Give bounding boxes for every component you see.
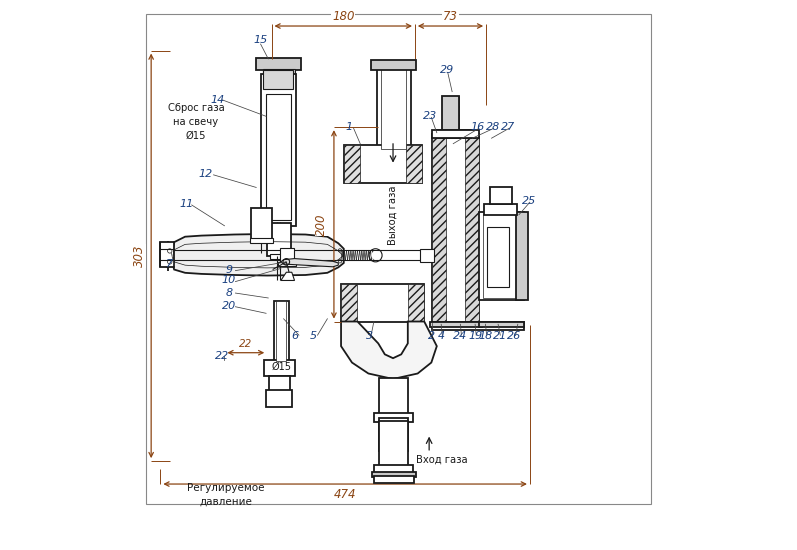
Text: 16: 16 [471, 122, 485, 132]
Bar [371, 60, 416, 70]
Text: 1: 1 [346, 122, 353, 132]
Bar [381, 64, 406, 149]
Text: 29: 29 [439, 65, 453, 75]
Polygon shape [173, 234, 344, 276]
Text: 180: 180 [332, 10, 355, 23]
Text: 5: 5 [310, 331, 317, 342]
Bar [487, 227, 509, 287]
Text: 6: 6 [291, 331, 298, 342]
Text: 19: 19 [469, 331, 483, 342]
Text: 14: 14 [210, 95, 225, 105]
Text: 11: 11 [179, 199, 194, 209]
Bar [344, 145, 422, 183]
Bar [420, 249, 434, 262]
Text: 23: 23 [423, 111, 438, 122]
Bar [146, 14, 651, 504]
Bar [270, 254, 287, 258]
Text: 26: 26 [508, 331, 521, 342]
Bar [266, 390, 292, 408]
Text: 8: 8 [226, 288, 233, 298]
Text: Ø15: Ø15 [272, 361, 292, 371]
Bar [375, 476, 414, 483]
Bar [375, 465, 413, 473]
Text: 27: 27 [501, 122, 515, 132]
Bar [433, 134, 479, 324]
Bar [479, 322, 524, 327]
Bar [160, 241, 174, 267]
Text: 303: 303 [132, 245, 146, 267]
Bar [372, 472, 416, 477]
Text: 18: 18 [479, 331, 493, 342]
Text: Выход газа: Выход газа [388, 185, 398, 245]
Bar [266, 95, 291, 221]
Text: 9: 9 [226, 265, 233, 274]
Bar [430, 322, 481, 327]
Bar [341, 284, 424, 322]
Text: 22: 22 [239, 339, 253, 349]
Bar [516, 212, 528, 300]
Text: 24: 24 [453, 331, 468, 342]
Bar [487, 227, 493, 287]
Bar [502, 227, 509, 287]
Text: 200: 200 [316, 213, 328, 235]
Bar [256, 58, 301, 70]
Bar [379, 419, 408, 451]
Bar [433, 322, 524, 329]
Text: 73: 73 [443, 10, 458, 23]
Bar [433, 130, 479, 138]
Bar [261, 74, 296, 225]
Bar [442, 96, 459, 134]
Bar [437, 130, 475, 138]
Bar [485, 204, 517, 215]
Bar [344, 145, 360, 183]
Bar [483, 214, 520, 298]
Bar [249, 238, 273, 243]
Bar [490, 188, 512, 204]
Text: 10: 10 [222, 276, 236, 285]
Text: 2: 2 [428, 331, 435, 342]
Bar [433, 134, 446, 324]
Bar [265, 360, 295, 376]
Bar [278, 262, 296, 266]
Text: 22: 22 [215, 351, 230, 361]
Text: Регулируемое
давление: Регулируемое давление [187, 483, 265, 507]
Bar [263, 69, 295, 74]
Text: 3: 3 [367, 331, 374, 342]
Circle shape [372, 252, 379, 258]
Bar [281, 248, 294, 263]
Bar [263, 70, 293, 89]
Text: 7: 7 [167, 259, 173, 269]
Bar [341, 284, 358, 322]
Text: 20: 20 [222, 301, 236, 311]
Text: 25: 25 [521, 196, 536, 206]
Bar [379, 378, 408, 416]
Bar [251, 208, 272, 239]
Bar [377, 64, 410, 149]
Bar [408, 284, 424, 322]
Text: Сброс газа
на свечу
Ø15: Сброс газа на свечу Ø15 [167, 103, 225, 141]
Text: 21: 21 [493, 331, 507, 342]
Polygon shape [341, 322, 437, 379]
Text: 28: 28 [485, 122, 500, 132]
Bar [406, 145, 422, 183]
Polygon shape [281, 258, 338, 267]
Bar [442, 96, 459, 134]
Text: 15: 15 [253, 35, 268, 45]
Text: 474: 474 [334, 488, 356, 502]
Text: 4: 4 [438, 331, 445, 342]
Bar [479, 212, 524, 300]
Bar [374, 414, 414, 422]
Bar [274, 301, 289, 361]
Bar [379, 421, 408, 468]
Bar [267, 223, 291, 256]
Bar [269, 376, 289, 391]
Bar [277, 301, 286, 361]
Text: 12: 12 [198, 169, 213, 179]
Text: Вход газа: Вход газа [417, 454, 468, 464]
Polygon shape [281, 272, 295, 280]
Bar [465, 134, 479, 324]
